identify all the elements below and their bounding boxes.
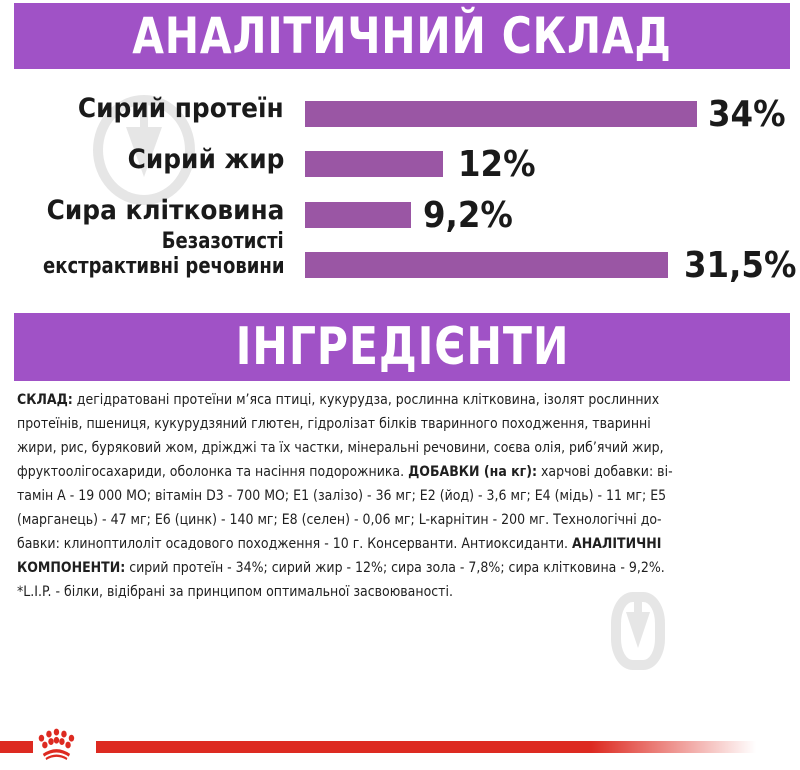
analytics-header: АНАЛІТИЧНИЙ СКЛАД <box>14 3 790 69</box>
ingredients-line-8: КОМПОНЕНТИ: сирий протеїн - 34%; сирий ж… <box>17 559 665 576</box>
label-crude-protein: Сирий протеїн <box>78 93 284 124</box>
ingredients-line-3: жири, рис, буряковий жом, дріжджі та їх … <box>17 439 664 456</box>
ingredients-line-6: (марганець) - 47 мг; E6 (цинк) - 140 мг;… <box>17 511 662 528</box>
royal-canin-crown-logo <box>38 728 75 760</box>
bar-crude-fiber <box>305 202 411 228</box>
value-crude-fiber: 9,2% <box>423 195 513 236</box>
bar-crude-protein <box>305 101 697 127</box>
label-nfe-line1: Безазотисті <box>162 229 284 254</box>
composition-label: СКЛАД: <box>17 391 73 408</box>
ingredients-line-5: тамін А - 19 000 МО; вітамін D3 - 700 МО… <box>17 487 667 504</box>
watermark-shovel-icon <box>93 95 195 205</box>
ingredients-title: ІНГРЕДІЄНТИ <box>235 317 569 377</box>
footer-red-line-right <box>96 741 756 753</box>
label-crude-fiber: Сира клітковина <box>46 195 284 226</box>
ingredients-line-7: бавки: клиноптилоліт осадового походженн… <box>17 535 662 552</box>
label-nfe-line2: екстрактивні речовини <box>42 254 284 279</box>
value-crude-fat: 12% <box>458 144 536 185</box>
bar-crude-fat <box>305 151 443 177</box>
additives-label: ДОБАВКИ (на кг): <box>408 463 538 480</box>
ingredients-line-2: протеїнів, пшениця, кукурудзяний глютен,… <box>17 415 651 432</box>
footer-red-line-left <box>0 741 33 753</box>
ingredients-header: ІНГРЕДІЄНТИ <box>14 313 790 381</box>
bar-nfe <box>305 252 668 278</box>
label-crude-fat: Сирий жир <box>127 144 284 175</box>
watermark-shovel-icon <box>611 592 665 670</box>
analytic-components-label-2: КОМПОНЕНТИ: <box>17 559 126 576</box>
ingredients-line-1: СКЛАД: дегідратовані протеїни м’яса птиц… <box>17 391 660 408</box>
analytics-title: АНАЛІТИЧНИЙ СКЛАД <box>132 7 672 65</box>
analytic-components-label-1: АНАЛІТИЧНІ <box>571 535 662 552</box>
value-nfe: 31,5% <box>684 245 797 286</box>
ingredients-line-4: фруктоолігосахариди, оболонка та насіння… <box>17 463 673 480</box>
value-crude-protein: 34% <box>708 94 786 135</box>
ingredients-text: СКЛАД: дегідратовані протеїни м’яса птиц… <box>17 388 797 604</box>
ingredients-line-9: *L.I.P. - білки, відібрані за принципом … <box>17 583 453 600</box>
